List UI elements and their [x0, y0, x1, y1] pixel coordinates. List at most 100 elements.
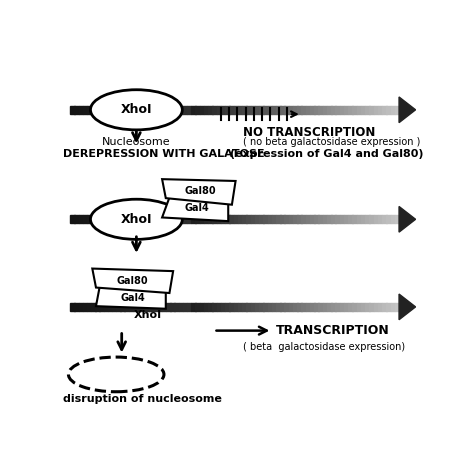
Bar: [242, 303, 246, 311]
Bar: [200, 106, 204, 114]
Bar: [340, 303, 344, 311]
Bar: [374, 106, 378, 114]
Bar: [340, 106, 344, 114]
Bar: [104, 215, 108, 223]
Bar: [146, 303, 150, 311]
Bar: [365, 303, 370, 311]
Text: DEREPRESSION WITH GALATOSE: DEREPRESSION WITH GALATOSE: [63, 149, 264, 159]
Text: XhoI: XhoI: [121, 213, 152, 226]
Bar: [255, 303, 259, 311]
Bar: [284, 215, 289, 223]
Polygon shape: [96, 287, 166, 309]
Bar: [221, 215, 226, 223]
Bar: [361, 106, 365, 114]
Bar: [91, 303, 96, 311]
Bar: [319, 215, 323, 223]
Bar: [200, 215, 204, 223]
Bar: [187, 106, 191, 114]
Bar: [356, 215, 361, 223]
Bar: [116, 215, 121, 223]
Bar: [204, 106, 209, 114]
Bar: [356, 106, 361, 114]
Bar: [289, 106, 293, 114]
Bar: [187, 303, 191, 311]
Bar: [100, 303, 104, 311]
Bar: [386, 303, 391, 311]
Bar: [179, 106, 183, 114]
Bar: [183, 215, 187, 223]
Bar: [212, 215, 217, 223]
Bar: [356, 303, 361, 311]
Bar: [146, 106, 150, 114]
Bar: [331, 303, 336, 311]
Bar: [272, 215, 276, 223]
Bar: [191, 215, 196, 223]
Bar: [284, 303, 289, 311]
Polygon shape: [399, 207, 416, 232]
Bar: [200, 303, 204, 311]
Bar: [251, 303, 255, 311]
Bar: [259, 215, 264, 223]
Bar: [108, 303, 112, 311]
Bar: [137, 303, 141, 311]
Bar: [280, 303, 285, 311]
Bar: [348, 215, 353, 223]
Bar: [125, 106, 129, 114]
Bar: [83, 106, 87, 114]
Bar: [284, 106, 289, 114]
Bar: [174, 303, 179, 311]
Bar: [344, 303, 348, 311]
Bar: [276, 215, 281, 223]
Bar: [104, 303, 108, 311]
Bar: [280, 106, 285, 114]
Bar: [112, 215, 117, 223]
Text: Gal80: Gal80: [185, 186, 217, 196]
Bar: [327, 106, 331, 114]
Bar: [179, 215, 183, 223]
Bar: [331, 106, 336, 114]
Bar: [374, 215, 378, 223]
Bar: [183, 106, 187, 114]
Bar: [120, 303, 125, 311]
Bar: [95, 106, 100, 114]
Bar: [149, 106, 154, 114]
Bar: [154, 303, 158, 311]
Bar: [369, 106, 374, 114]
Bar: [272, 106, 276, 114]
Bar: [395, 215, 400, 223]
Bar: [170, 215, 175, 223]
Bar: [301, 215, 306, 223]
Bar: [289, 215, 293, 223]
Bar: [348, 106, 353, 114]
Bar: [174, 106, 179, 114]
Bar: [225, 106, 230, 114]
Bar: [87, 303, 91, 311]
Bar: [310, 106, 315, 114]
Bar: [112, 106, 117, 114]
Bar: [391, 215, 395, 223]
Ellipse shape: [91, 199, 182, 239]
Bar: [242, 106, 246, 114]
Polygon shape: [162, 179, 236, 205]
Polygon shape: [92, 269, 173, 293]
Bar: [229, 215, 234, 223]
Polygon shape: [399, 294, 416, 320]
Bar: [128, 215, 133, 223]
Bar: [162, 215, 166, 223]
Bar: [158, 106, 162, 114]
Bar: [327, 303, 331, 311]
Bar: [340, 215, 344, 223]
Bar: [95, 303, 100, 311]
Text: (expression of Gal4 and Gal80): (expression of Gal4 and Gal80): [227, 149, 424, 159]
Bar: [149, 215, 154, 223]
Bar: [293, 106, 298, 114]
Bar: [276, 303, 281, 311]
Bar: [336, 106, 340, 114]
Bar: [120, 106, 125, 114]
Bar: [310, 303, 315, 311]
Bar: [234, 215, 238, 223]
Bar: [382, 106, 387, 114]
Bar: [323, 303, 327, 311]
Bar: [221, 106, 226, 114]
Ellipse shape: [91, 90, 182, 130]
